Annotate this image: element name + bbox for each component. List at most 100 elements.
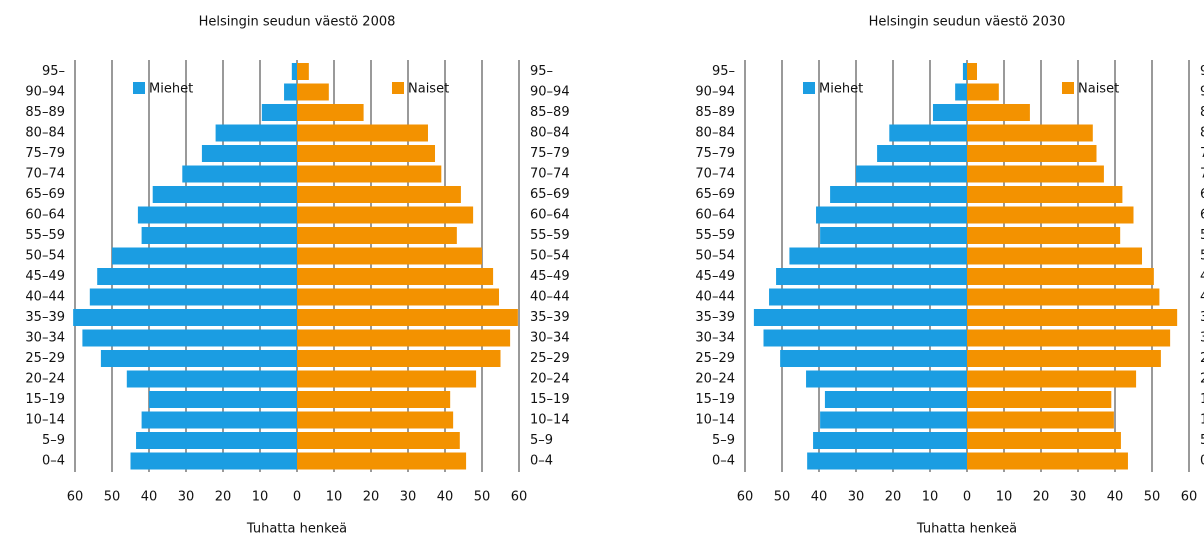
- category-label-right: 55–59: [1200, 228, 1204, 243]
- bar: [967, 370, 1137, 388]
- category-label-left: 25–29: [695, 351, 735, 366]
- category-label-left: 70–74: [25, 167, 65, 182]
- bar: [215, 124, 297, 142]
- category-label-right: 50–54: [530, 249, 570, 264]
- category-label-right: 5–9: [1200, 433, 1204, 448]
- x-tick-label: 30: [1070, 490, 1087, 505]
- category-label-left: 75–79: [695, 146, 735, 161]
- category-label-right: 80–84: [1200, 126, 1204, 141]
- bar: [297, 411, 454, 429]
- legend-label: Miehet: [149, 82, 193, 97]
- category-label-right: 5–9: [530, 433, 553, 448]
- category-label-right: 90–94: [1200, 85, 1204, 100]
- bar: [201, 145, 297, 162]
- bar: [100, 350, 298, 367]
- x-tick-label: 50: [474, 490, 491, 505]
- category-label-left: 65–69: [695, 187, 735, 202]
- category-label-right: 15–19: [1200, 392, 1204, 407]
- bar: [297, 247, 482, 265]
- category-label-left: 45–49: [25, 269, 65, 284]
- category-label-right: 70–74: [530, 167, 570, 182]
- bar: [769, 288, 967, 306]
- bar: [141, 227, 297, 244]
- category-label-left: 45–49: [695, 269, 735, 284]
- category-label-left: 10–14: [695, 413, 735, 428]
- bar: [967, 63, 977, 80]
- x-tick-label: 40: [141, 490, 158, 505]
- bar: [297, 145, 436, 162]
- category-label-right: 15–19: [530, 392, 570, 407]
- bar: [297, 329, 511, 347]
- bar: [889, 124, 967, 142]
- bar: [136, 432, 297, 449]
- x-tick-label: 20: [363, 490, 380, 505]
- category-label-left: 0–4: [42, 454, 65, 469]
- category-label-left: 60–64: [25, 208, 65, 223]
- bar: [130, 452, 297, 470]
- x-tick-label: 10: [252, 490, 269, 505]
- x-tick-label: 60: [1181, 490, 1198, 505]
- bar: [807, 452, 967, 470]
- x-tick-label: 50: [1144, 490, 1161, 505]
- legend-label: Naiset: [1078, 82, 1119, 97]
- bar: [830, 186, 967, 203]
- bar: [967, 165, 1104, 183]
- bar: [73, 309, 298, 326]
- bar: [967, 186, 1123, 203]
- bar: [967, 145, 1097, 162]
- category-label-right: 30–34: [1200, 331, 1204, 346]
- category-label-left: 60–64: [695, 208, 735, 223]
- category-label-right: 95–: [530, 64, 553, 79]
- category-label-right: 0–4: [530, 454, 553, 469]
- category-label-right: 20–24: [530, 372, 570, 387]
- category-label-left: 5–9: [42, 433, 65, 448]
- category-label-left: 70–74: [695, 167, 735, 182]
- bar: [967, 124, 1093, 142]
- category-label-left: 90–94: [25, 85, 65, 100]
- bar: [297, 165, 442, 183]
- x-tick-label: 60: [67, 490, 84, 505]
- category-label-right: 35–39: [1200, 310, 1204, 325]
- bar: [820, 227, 967, 244]
- category-label-left: 30–34: [695, 331, 735, 346]
- category-label-left: 95–: [712, 64, 735, 79]
- bar: [97, 268, 297, 285]
- category-label-right: 75–79: [1200, 146, 1204, 161]
- bar: [141, 411, 297, 429]
- bar: [297, 227, 457, 244]
- category-label-right: 85–89: [1200, 105, 1204, 120]
- chart-title: Helsingin seudun väestö 2030: [869, 15, 1066, 30]
- bar: [967, 83, 999, 101]
- bar: [967, 350, 1161, 367]
- bar: [284, 83, 297, 101]
- x-tick-label: 40: [811, 490, 828, 505]
- bar: [856, 165, 967, 183]
- bar: [182, 165, 297, 183]
- bar: [297, 83, 329, 101]
- bar: [89, 288, 297, 306]
- bar: [813, 432, 967, 449]
- bar: [967, 288, 1160, 306]
- x-tick-label: 30: [400, 490, 417, 505]
- category-label-left: 20–24: [25, 372, 65, 387]
- x-tick-label: 60: [511, 490, 528, 505]
- category-label-right: 40–44: [1200, 290, 1204, 305]
- category-label-left: 10–14: [25, 413, 65, 428]
- category-label-left: 0–4: [712, 454, 735, 469]
- category-label-right: 65–69: [530, 187, 570, 202]
- category-label-right: 90–94: [530, 85, 570, 100]
- bar: [297, 104, 364, 121]
- bar: [967, 268, 1154, 285]
- bar: [297, 186, 461, 203]
- category-label-right: 60–64: [530, 208, 570, 223]
- category-label-left: 25–29: [25, 351, 65, 366]
- bar: [297, 63, 309, 80]
- bar: [967, 329, 1171, 347]
- category-label-left: 80–84: [695, 126, 735, 141]
- bar: [955, 83, 967, 101]
- category-label-right: 70–74: [1200, 167, 1204, 182]
- bar: [816, 206, 967, 224]
- bar: [297, 124, 428, 142]
- bar: [789, 247, 967, 265]
- x-tick-label: 10: [922, 490, 939, 505]
